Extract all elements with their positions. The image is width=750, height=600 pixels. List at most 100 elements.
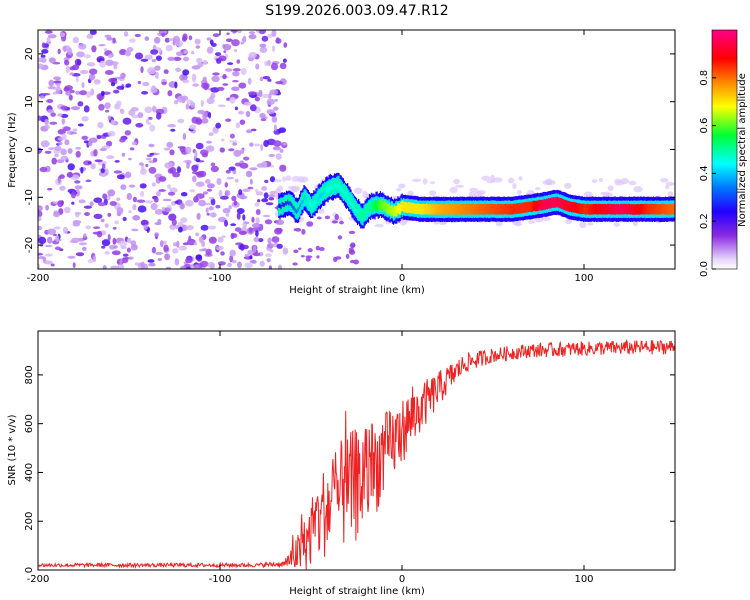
heatmap-noise-blob <box>201 117 209 124</box>
heatmap-signal-cell <box>459 207 461 212</box>
heatmap-noise-blob <box>272 146 281 151</box>
heatmap-noise-blob <box>195 254 202 260</box>
heatmap-haze-blob <box>579 221 587 229</box>
colorbar-tick-label: 0.2 <box>699 213 710 229</box>
heatmap-signal-cell <box>319 193 321 198</box>
heatmap-haze-blob <box>660 178 669 183</box>
heatmap-signal-cell <box>294 208 296 213</box>
heatmap-signal-cell <box>284 201 287 206</box>
heatmap-signal-cell <box>638 207 640 212</box>
heatmap-noise-blob <box>72 262 76 268</box>
heatmap-signal-cell <box>518 206 520 211</box>
heatmap-noise-blob <box>227 262 233 268</box>
heatmap-haze-blob <box>514 222 523 227</box>
heatmap-signal-cell <box>296 208 299 213</box>
heatmap-signal-cell <box>305 197 307 202</box>
heatmap-noise-blob <box>148 166 157 174</box>
heatmap-signal-cell <box>544 202 546 207</box>
heatmap-noise-blob <box>120 109 125 115</box>
heatmap-signal-cell <box>531 204 533 209</box>
heatmap-haze-blob <box>396 187 402 192</box>
heatmap-noise-blob <box>134 262 139 266</box>
heatmap-noise-blob <box>293 249 299 254</box>
heatmap-noise-blob <box>79 69 89 75</box>
heatmap-signal-cell <box>473 207 475 212</box>
heatmap-noise-blob <box>53 211 61 218</box>
heatmap-noise-blob <box>339 220 344 225</box>
heatmap-noise-blob <box>206 188 213 192</box>
heatmap-noise-blob <box>267 237 272 244</box>
heatmap-noise-blob <box>316 216 322 220</box>
colorbar-tick-label: 0.6 <box>699 118 710 134</box>
heatmap-noise-blob <box>50 263 55 267</box>
heatmap-noise-blob <box>195 142 204 150</box>
heatmap-noise-blob <box>93 226 101 229</box>
heatmap-noise-blob <box>63 46 67 53</box>
heatmap-noise-blob <box>101 245 106 249</box>
heatmap-noise-blob <box>128 256 134 260</box>
heatmap-signal-cell <box>320 187 323 199</box>
heatmap-noise-blob <box>249 167 258 171</box>
heatmap-noise-blob <box>134 33 141 38</box>
heatmap-noise-blob <box>245 110 251 118</box>
heatmap-noise-blob <box>148 116 153 120</box>
heatmap-noise-blob <box>271 115 278 123</box>
heatmap-signal-cell <box>419 207 421 212</box>
heatmap-signal-cell <box>295 209 297 214</box>
heatmap-noise-blob <box>172 35 181 44</box>
heatmap-noise-blob <box>71 106 80 111</box>
heatmap-noise-blob <box>180 265 187 269</box>
heatmap-noise-blob <box>273 106 279 111</box>
heatmap-noise-blob <box>48 79 54 87</box>
heatmap-noise-blob <box>167 184 171 190</box>
heatmap-signal-cell <box>280 205 282 210</box>
heatmap-noise-blob <box>174 81 178 89</box>
heatmap-noise-blob <box>295 227 302 232</box>
heatmap-haze-blob <box>591 179 598 184</box>
heatmap-noise-blob <box>249 178 253 185</box>
heatmap-signal-cell <box>368 205 371 210</box>
heatmap-noise-blob <box>196 212 201 220</box>
heatmap-noise-blob <box>217 216 227 223</box>
heatmap-noise-blob <box>255 63 260 70</box>
heatmap-signal-cell <box>493 206 495 212</box>
heatmap-noise-blob <box>169 166 177 174</box>
heatmap-noise-blob <box>169 187 178 193</box>
heatmap-signal-cell <box>414 206 416 211</box>
heatmap-signal-cell <box>472 206 474 212</box>
heatmap-noise-blob <box>232 80 239 83</box>
heatmap-signal-cell <box>579 206 581 211</box>
heatmap-noise-blob <box>54 153 59 158</box>
heatmap-signal-cell <box>285 201 288 206</box>
heatmap-signal-cell <box>660 207 662 212</box>
heatmap-noise-blob <box>147 259 155 263</box>
heatmap-noise-blob <box>81 116 89 122</box>
heatmap-noise-blob <box>115 100 122 107</box>
heatmap-noise-blob <box>72 36 80 44</box>
heatmap-noise-blob <box>177 118 185 124</box>
heatmap-signal-cell <box>541 202 543 207</box>
x-tick-label: -200 <box>27 273 50 284</box>
heatmap-signal-cell <box>603 207 605 212</box>
heatmap-noise-blob <box>45 204 49 211</box>
heatmap-signal-cell <box>562 202 564 207</box>
heatmap-noise-blob <box>122 253 129 257</box>
heatmap-signal-cell <box>631 207 633 212</box>
heatmap-noise-blob <box>217 236 224 243</box>
heatmap-noise-blob <box>249 104 257 112</box>
heatmap-noise-blob <box>182 133 187 140</box>
heatmap-signal-cell <box>597 207 599 212</box>
heatmap-signal-cell <box>324 190 326 195</box>
heatmap-signal-cell <box>306 199 308 204</box>
heatmap-noise-blob <box>264 60 268 66</box>
heatmap-noise-blob <box>72 64 80 71</box>
heatmap-noise-blob <box>200 224 209 231</box>
heatmap-signal-cell <box>458 207 460 212</box>
heatmap-noise-blob <box>44 260 53 265</box>
heatmap-noise-blob <box>86 91 91 98</box>
heatmap-noise-blob <box>234 227 242 232</box>
heatmap-haze-blob <box>600 191 606 196</box>
heatmap-signal-cell <box>532 204 534 209</box>
heatmap-signal-cell <box>364 212 366 217</box>
heatmap-signal-cell <box>397 206 399 211</box>
